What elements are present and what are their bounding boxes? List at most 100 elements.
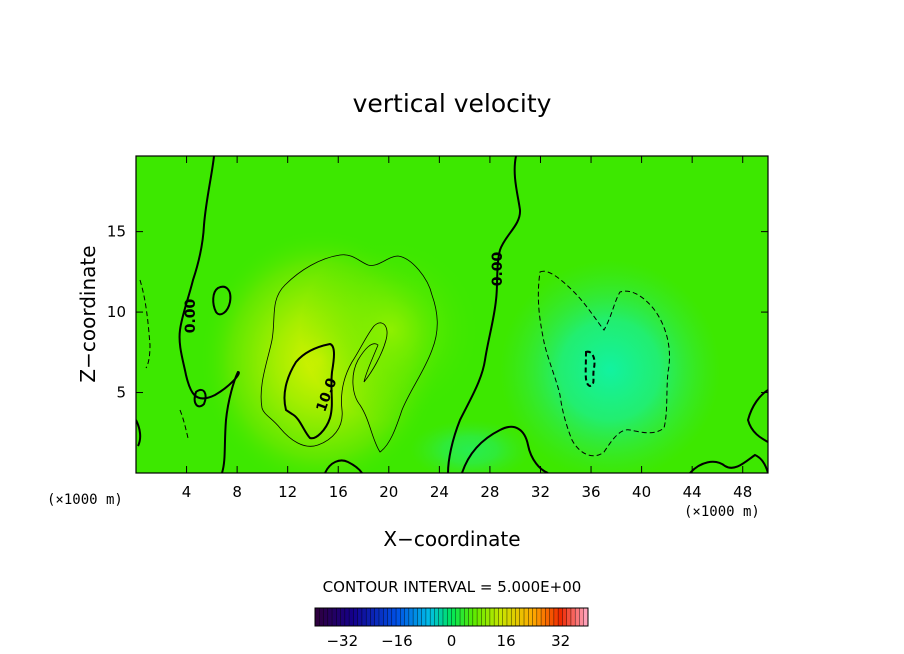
colorbar-cell bbox=[447, 608, 452, 626]
colorbar-tick-label: −32 bbox=[326, 632, 358, 650]
colorbar-cell bbox=[549, 608, 555, 626]
zero-contour-lowerleft bbox=[136, 419, 142, 447]
colorbar-cell bbox=[528, 608, 533, 626]
colorbar-cell bbox=[442, 608, 448, 626]
colorbar-cell bbox=[541, 608, 546, 626]
colorbar-tick-label: −16 bbox=[381, 632, 413, 650]
colorbar-cell bbox=[366, 608, 371, 626]
contour-neg5 bbox=[537, 270, 670, 457]
colorbar-cell bbox=[511, 608, 516, 626]
plot-area: 0.00 0.00 10.0 bbox=[136, 156, 768, 473]
colorbar-cell bbox=[485, 608, 491, 626]
colorbar-cell bbox=[553, 608, 559, 626]
colorbar-cell bbox=[579, 608, 585, 626]
colorbar-cell bbox=[315, 608, 320, 626]
colorbar-cell bbox=[327, 608, 333, 626]
colorbar-cell bbox=[489, 608, 495, 626]
colorbar-cell bbox=[545, 608, 550, 626]
colorbar-cell bbox=[460, 608, 465, 626]
x-tick-label: 28 bbox=[480, 483, 499, 501]
updraft-secondary bbox=[300, 240, 480, 420]
contour-5 bbox=[260, 254, 438, 453]
colorbar-cell bbox=[502, 608, 508, 626]
x-axis-label: X−coordinate bbox=[383, 527, 520, 551]
colorbar-cell bbox=[498, 608, 503, 626]
zero-contour-bottom-left bbox=[324, 459, 363, 473]
x-tick-label: 8 bbox=[232, 483, 242, 501]
colorbar-cell bbox=[383, 608, 388, 626]
contour-interval: CONTOUR INTERVAL = 5.000E+00 bbox=[323, 578, 582, 596]
zero-contour-bottom bbox=[461, 425, 549, 473]
y-tick-label: 10 bbox=[107, 303, 126, 321]
colorbar-cell bbox=[451, 608, 457, 626]
colorbar-frame bbox=[314, 607, 589, 627]
colorbar-cell bbox=[472, 608, 478, 626]
colorbar-cell bbox=[562, 608, 567, 626]
colorbar-cell bbox=[468, 608, 474, 626]
contour-neg-small bbox=[179, 409, 189, 439]
zero-contour-right bbox=[746, 389, 768, 443]
colorbar-cell bbox=[396, 608, 401, 626]
colorbar-cell bbox=[455, 608, 461, 626]
colorbar-tick-label: 32 bbox=[551, 632, 570, 650]
colorbar-cell bbox=[421, 608, 427, 626]
plot-frame bbox=[135, 155, 769, 474]
colorbar-cell bbox=[357, 608, 363, 626]
colorbar-cell bbox=[566, 608, 572, 626]
colorbar-cell bbox=[464, 608, 469, 626]
y-axis-label: Z−coordinate bbox=[76, 245, 100, 382]
x-tick-label: 12 bbox=[278, 483, 297, 501]
colorbar-cell bbox=[583, 608, 589, 626]
x-unit-right: (×1000 m) bbox=[684, 504, 760, 520]
colorbar-cell bbox=[425, 608, 431, 626]
colorbar-cell bbox=[400, 608, 405, 626]
downdraft-core bbox=[500, 260, 720, 473]
colorbar-cell bbox=[408, 608, 414, 626]
colorbar-cell bbox=[349, 608, 354, 626]
colorbar-cell bbox=[417, 608, 422, 626]
x-tick-label: 48 bbox=[733, 483, 752, 501]
colorbar-cell bbox=[438, 608, 444, 626]
colorbar-cell bbox=[323, 608, 329, 626]
colorbar-cell bbox=[524, 608, 529, 626]
colorbar-cell bbox=[374, 608, 380, 626]
colorbar-cell bbox=[387, 608, 393, 626]
colorbar-cell bbox=[370, 608, 376, 626]
x-tick-label: 40 bbox=[632, 483, 651, 501]
colorbar-cell bbox=[494, 608, 499, 626]
colorbar-cell bbox=[536, 608, 542, 626]
zero-contour-left bbox=[178, 156, 240, 473]
colorbar-tick-label: 16 bbox=[497, 632, 516, 650]
colorbar-cell bbox=[378, 608, 384, 626]
colorbar bbox=[314, 607, 589, 627]
colorbar-ticks: −32 −16 0 16 32 bbox=[326, 632, 570, 650]
x-axis-ticks: 4 8 12 16 20 24 28 32 36 40 44 48 bbox=[182, 156, 752, 501]
colorbar-cell bbox=[391, 608, 397, 626]
x-tick-label: 32 bbox=[531, 483, 550, 501]
y-tick-label: 5 bbox=[116, 384, 126, 402]
zero-contour-blob bbox=[212, 285, 232, 316]
y-axis-ticks: 5 10 15 bbox=[107, 223, 768, 402]
colorbar-cell bbox=[430, 608, 435, 626]
colorbar-cell bbox=[413, 608, 418, 626]
colorbar-cell bbox=[344, 608, 350, 626]
contour-label-zero-left: 0.00 bbox=[183, 298, 199, 333]
x-tick-label: 4 bbox=[182, 483, 192, 501]
colorbar-cell bbox=[361, 608, 367, 626]
weak-downdraft bbox=[410, 420, 530, 473]
contour-10 bbox=[283, 342, 335, 440]
x-tick-label: 36 bbox=[581, 483, 600, 501]
x-tick-label: 44 bbox=[683, 483, 702, 501]
contour-label-zero-middle: 0.00 bbox=[490, 251, 506, 286]
colorbar-cell bbox=[340, 608, 346, 626]
colorbar-cell bbox=[532, 608, 538, 626]
colorbar-tick-label: 0 bbox=[447, 632, 457, 650]
colorbar-cell bbox=[319, 608, 324, 626]
x-unit-left: (×1000 m) bbox=[47, 492, 123, 508]
colorbar-cell bbox=[575, 608, 580, 626]
colorbar-cell bbox=[506, 608, 512, 626]
contour-neg-left bbox=[139, 279, 151, 369]
colorbar-cell bbox=[519, 608, 525, 626]
colorbar-cell bbox=[481, 608, 486, 626]
